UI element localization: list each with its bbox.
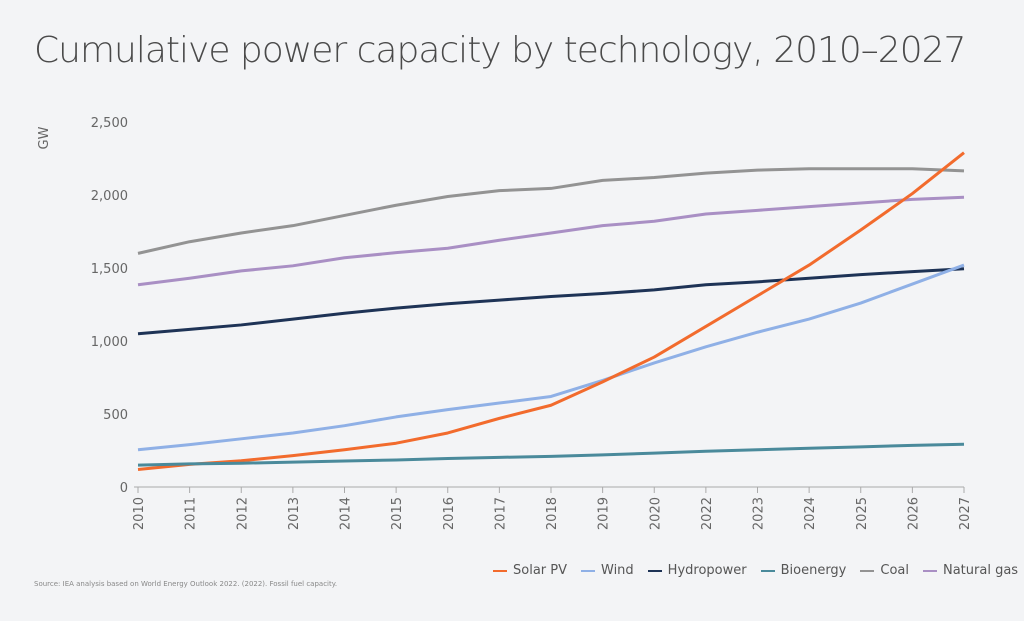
legend-item: Solar PV	[493, 563, 567, 578]
y-tick-label: 2,500	[91, 116, 128, 131]
legend-swatch	[493, 569, 507, 572]
x-tick-label: 2022	[700, 497, 715, 530]
series-line-natural-gas	[137, 195, 965, 287]
chart-title: Cumulative power capacity by technology,…	[34, 30, 966, 71]
legend-item: Wind	[581, 563, 634, 578]
x-tick-label: 2019	[597, 497, 612, 530]
x-tick-label: 2024	[803, 497, 818, 530]
y-tick-label: 1,500	[91, 262, 128, 277]
x-tick-label: 2013	[287, 497, 302, 530]
legend-item: Bioenergy	[760, 563, 847, 578]
x-tick-label: 2026	[906, 497, 921, 530]
series-line-hydropower	[137, 267, 965, 336]
x-tick-label: 2017	[493, 497, 508, 530]
legend-swatch	[760, 569, 775, 572]
x-tick-label: 2014	[339, 497, 354, 530]
x-tick-label: 2023	[752, 497, 767, 530]
legend: Solar PV Wind Hydropower Bioenergy Coal Natur…	[493, 563, 1018, 578]
x-tick-label: 2012	[235, 497, 250, 530]
series-line-bioenergy	[137, 442, 965, 467]
legend-label: Natural gas	[942, 563, 1019, 578]
legend-swatch	[581, 569, 595, 572]
legend-item: Natural gas	[922, 563, 1019, 578]
x-tick-label: 2015	[390, 497, 405, 530]
legend-label: Wind	[601, 563, 634, 578]
legend-item: Hydropower	[647, 563, 747, 578]
x-tick-label: 2011	[184, 497, 199, 530]
series-lines	[137, 151, 965, 471]
y-tick-label: 2,000	[91, 189, 128, 204]
series-line-solar-pv	[137, 151, 965, 471]
y-axis-label: GW	[37, 126, 52, 149]
legend-swatch	[922, 569, 937, 572]
legend-label: Solar PV	[513, 563, 567, 578]
axes: 0 500 1,000 1,500 2,000 2,500 2010 2011 2012 2013…	[91, 116, 973, 530]
source-note: Source: IEA analysis based on World Ener…	[34, 580, 338, 588]
y-tick-label: 1,000	[91, 335, 128, 350]
legend-swatch	[647, 569, 662, 572]
x-tick-label: 2010	[132, 497, 147, 530]
y-tick-label: 500	[103, 408, 128, 423]
series-line-coal	[137, 167, 965, 255]
legend-label: Bioenergy	[780, 563, 847, 578]
legend-swatch	[860, 569, 875, 572]
x-tick-label: 2020	[648, 497, 663, 530]
legend-item: Coal	[860, 563, 909, 578]
legend-label: Hydropower	[667, 563, 747, 578]
x-tick-label: 2016	[442, 497, 457, 530]
series-line-wind	[137, 263, 965, 452]
x-tick-label: 2027	[958, 497, 973, 530]
x-tick-label: 2025	[855, 497, 870, 530]
x-tick-label: 2018	[545, 497, 560, 530]
y-tick-label: 0	[120, 481, 128, 496]
legend-label: Coal	[880, 563, 909, 578]
